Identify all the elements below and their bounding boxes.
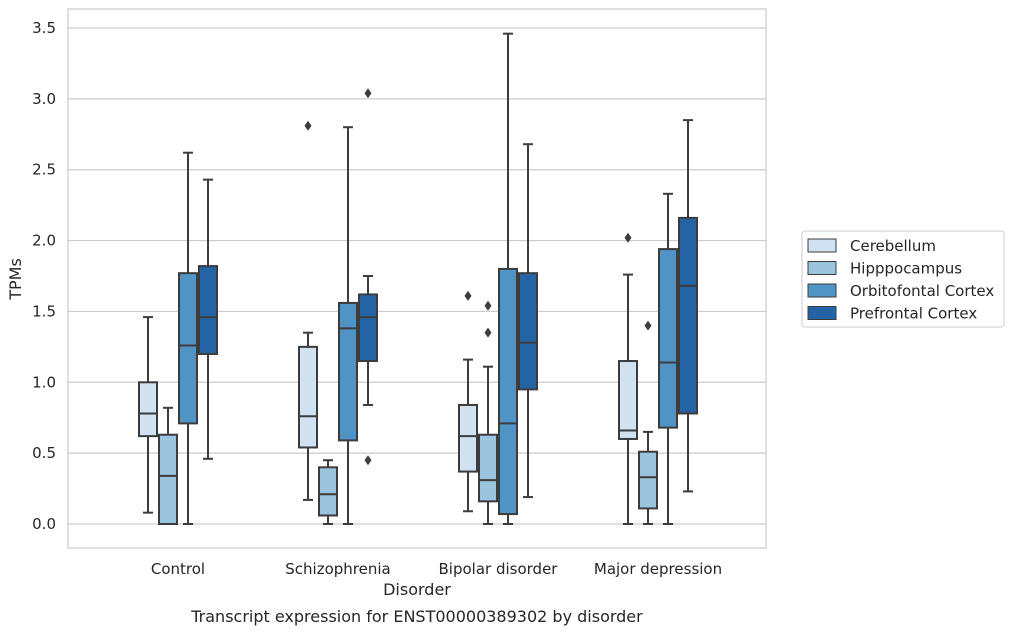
- box-cerebellum: [138, 316, 158, 514]
- outlier-point: [464, 290, 472, 301]
- x-tick-label: Control: [151, 560, 205, 578]
- legend-label: Prefrontal Cortex: [850, 305, 977, 323]
- box-body: [318, 466, 338, 517]
- box-body: [658, 248, 678, 429]
- box-body: [678, 216, 698, 415]
- box-body: [478, 433, 498, 503]
- box-hipppocampus: [478, 300, 498, 525]
- box-prefrontal-cortex: [198, 178, 218, 460]
- box-cerebellum: [298, 120, 318, 501]
- y-tick-label: 3.0: [32, 90, 56, 108]
- box-body: [618, 360, 638, 440]
- legend-swatch: [807, 306, 837, 320]
- outlier-point: [624, 232, 632, 243]
- outlier-point: [364, 455, 372, 466]
- box-cerebellum: [618, 232, 638, 525]
- box-hipppocampus: [318, 459, 338, 525]
- box-cerebellum: [458, 290, 478, 513]
- box-body: [178, 272, 198, 425]
- y-tick-label: 1.5: [32, 302, 56, 320]
- outlier-point: [364, 88, 372, 99]
- y-tick-label: 2.0: [32, 232, 56, 250]
- x-tick-label: Schizophrenia: [285, 560, 390, 578]
- y-axis-label: TPMs: [6, 258, 25, 301]
- box-orbitofontal-cortex: [498, 32, 518, 525]
- box-prefrontal-cortex: [678, 119, 698, 493]
- chart-caption: Transcript expression for ENST0000038930…: [190, 607, 643, 626]
- box-hipppocampus: [638, 320, 658, 525]
- box-prefrontal-cortex: [358, 88, 378, 466]
- legend-label: Orbitofontal Cortex: [850, 282, 994, 300]
- box-prefrontal-cortex: [518, 143, 538, 499]
- x-tick-label: Major depression: [594, 560, 722, 578]
- legend-swatch: [807, 283, 837, 298]
- x-axis-ticks: Control Schizophrenia Bipolar disorder Majo…: [151, 560, 722, 578]
- x-axis-label: Disorder: [383, 580, 451, 599]
- box-body: [198, 265, 218, 355]
- legend-label: Cerebellum: [850, 237, 936, 255]
- box-body: [138, 381, 158, 438]
- y-tick-label: 0.0: [32, 515, 56, 533]
- legend: Cerebellum Hipppocampus Orbitofontal Corte…: [801, 230, 1005, 328]
- y-axis-ticks: 0.0 0.5 1.0 1.5 2.0 2.5 3.0 3.5: [32, 19, 56, 533]
- box-body: [338, 301, 358, 442]
- box-body: [518, 272, 538, 391]
- legend-label: Hipppocampus: [850, 260, 962, 278]
- box-body: [638, 450, 658, 510]
- y-tick-label: 0.5: [32, 444, 56, 462]
- y-tick-label: 1.0: [32, 373, 56, 391]
- plot-frame: [67, 8, 767, 549]
- box-plot-marks: [138, 32, 698, 525]
- legend-swatch: [807, 261, 837, 275]
- legend-swatch: [807, 238, 837, 253]
- box-hipppocampus: [158, 406, 178, 525]
- box-body: [458, 403, 478, 473]
- outlier-point: [304, 120, 312, 131]
- outlier-point: [484, 300, 492, 311]
- box-orbitofontal-cortex: [338, 126, 358, 525]
- box-body: [498, 267, 518, 516]
- box-body: [158, 433, 178, 525]
- x-tick-label: Bipolar disorder: [439, 560, 559, 578]
- box-body: [358, 293, 378, 363]
- box-orbitofontal-cortex: [178, 151, 198, 525]
- box-body: [298, 345, 318, 449]
- box-orbitofontal-cortex: [658, 192, 678, 525]
- y-tick-label: 3.5: [32, 19, 56, 37]
- legend-frame: [801, 230, 1005, 328]
- outlier-point: [484, 327, 492, 338]
- y-tick-label: 2.5: [32, 161, 56, 179]
- outlier-point: [644, 320, 652, 331]
